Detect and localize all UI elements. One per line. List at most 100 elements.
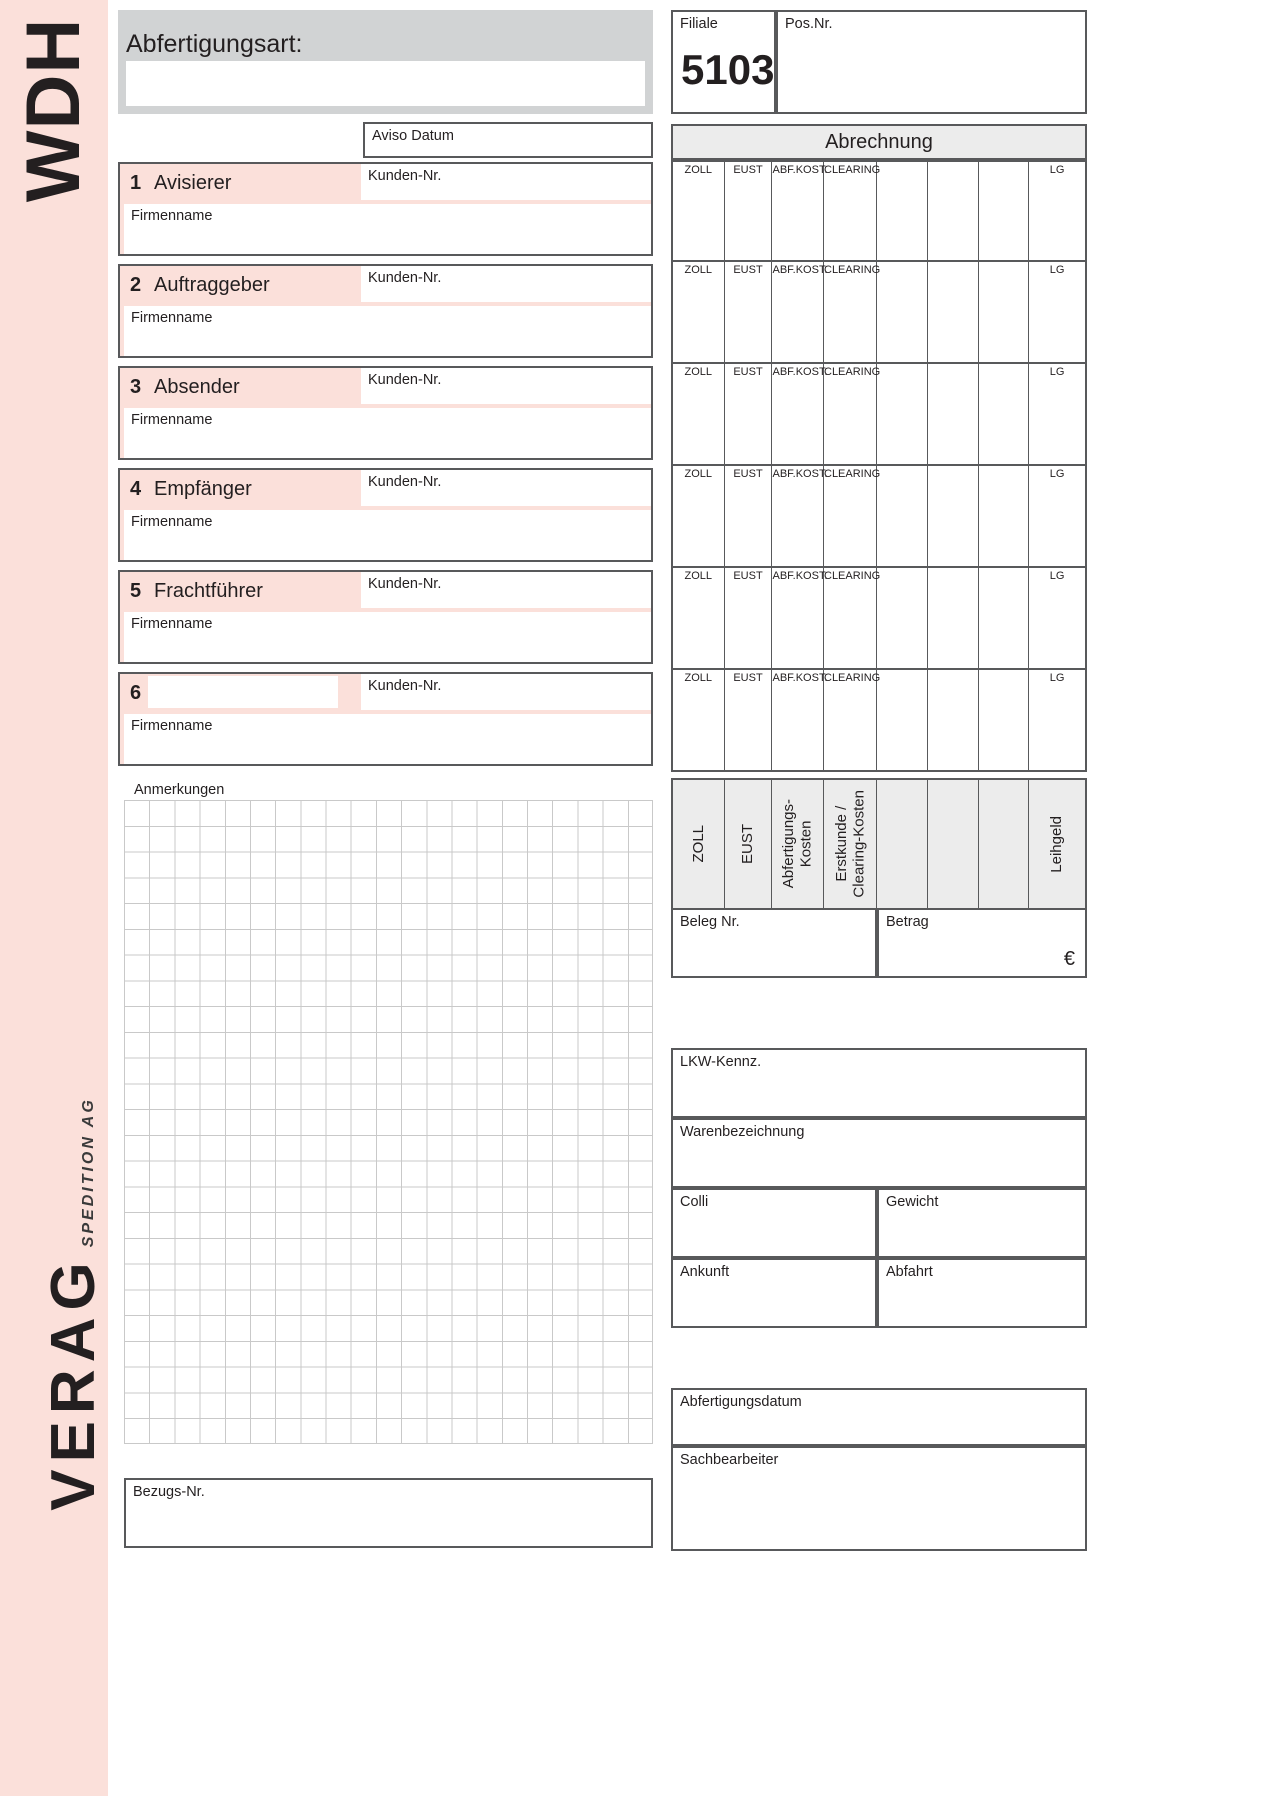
abrechnung-cell-abfkost[interactable]: ABF.KOST. (772, 670, 828, 770)
abrechnung-cell-lg[interactable]: LG (1029, 670, 1085, 770)
abrechnung-cell-empty5[interactable] (928, 466, 979, 566)
kunden-nr-field-5[interactable]: Kunden-Nr. (361, 572, 651, 608)
abrechnung-title: Abrechnung (825, 130, 933, 153)
party-number-2: 2 (130, 274, 142, 296)
abrechnung-cell-abfkost[interactable]: ABF.KOST. (772, 162, 828, 260)
party-number-4: 4 (130, 478, 142, 500)
party-role-3: Absender (154, 376, 240, 398)
abrechnung-cell-empty4[interactable] (877, 568, 928, 668)
abrechnung-cell-empty6[interactable] (979, 364, 1030, 464)
abrechnung-cell-empty4[interactable] (877, 262, 928, 362)
kunden-nr-label-1: Kunden-Nr. (368, 168, 442, 184)
abrechnung-cell-empty5[interactable] (928, 670, 979, 770)
abrechnung-cell-clearing[interactable]: CLEARING (824, 262, 881, 362)
abrechnung-cell-empty4[interactable] (877, 364, 928, 464)
betrag-field[interactable]: Betrag € (877, 908, 1087, 978)
firmenname-field-6[interactable]: Firmenname (124, 714, 651, 764)
abrechnung-header: Abrechnung (671, 124, 1087, 160)
anmerkungen-grid[interactable] (124, 800, 653, 1444)
summary-col-empty5 (928, 780, 979, 908)
abrechnung-cell-clearing[interactable]: CLEARING (824, 162, 880, 260)
party-role-2: Auftraggeber (154, 274, 270, 296)
firmenname-field-4[interactable]: Firmenname (124, 510, 651, 560)
abrechnung-cell-lg[interactable]: LG (1029, 568, 1085, 668)
abrechnung-cell-eust[interactable]: EUST (725, 466, 773, 566)
abrechnung-cell-empty6[interactable] (979, 466, 1030, 566)
abrechnung-col-label: ZOLL (684, 164, 713, 176)
aviso-datum-field[interactable]: Aviso Datum (363, 122, 653, 158)
abrechnung-cell-empty5[interactable] (928, 162, 979, 260)
sachbearbeiter-field[interactable]: Sachbearbeiter (671, 1446, 1087, 1551)
wdh-logo-text: WDH (11, 17, 96, 203)
abrechnung-cell-zoll[interactable]: ZOLL (673, 466, 725, 566)
abrechnung-cell-abfkost[interactable]: ABF.KOST. (772, 262, 828, 362)
abrechnung-cell-empty6[interactable] (979, 670, 1030, 770)
abrechnung-cell-lg[interactable]: LG (1029, 162, 1085, 260)
abrechnung-cell-empty5[interactable] (928, 262, 979, 362)
firmenname-field-1[interactable]: Firmenname (124, 204, 651, 254)
firmenname-field-3[interactable]: Firmenname (124, 408, 651, 458)
abrechnung-cell-empty5[interactable] (928, 364, 979, 464)
colli-label: Colli (680, 1194, 709, 1210)
abrechnung-cell-abfkost[interactable]: ABF.KOST. (772, 364, 828, 464)
abrechnung-cell-empty4[interactable] (877, 162, 928, 260)
kunden-nr-label-2: Kunden-Nr. (368, 270, 442, 286)
abrechnung-cell-abfkost[interactable]: ABF.KOST. (772, 568, 828, 668)
firmenname-label-5: Firmenname (131, 616, 213, 632)
abrechnung-row: ZOLL EUST ABF.KOST. CLEARING LG (671, 466, 1087, 568)
abrechnung-cell-lg[interactable]: LG (1029, 262, 1085, 362)
abrechnung-col-label: ZOLL (684, 570, 713, 582)
abrechnung-cell-empty6[interactable] (979, 568, 1030, 668)
kunden-nr-field-4[interactable]: Kunden-Nr. (361, 470, 651, 506)
abrechnung-row: ZOLL EUST ABF.KOST. CLEARING LG (671, 568, 1087, 670)
beleg-nr-field[interactable]: Beleg Nr. (671, 908, 877, 978)
abfertigungsdatum-field[interactable]: Abfertigungsdatum (671, 1388, 1087, 1446)
warenbezeichnung-field[interactable]: Warenbezeichnung (671, 1118, 1087, 1188)
abrechnung-col-label: EUST (733, 570, 763, 582)
abrechnung-col-label: CLEARING (824, 264, 881, 276)
kunden-nr-field-6[interactable]: Kunden-Nr. (361, 674, 651, 710)
abrechnung-cell-zoll[interactable]: ZOLL (673, 670, 725, 770)
bezugs-nr-field[interactable]: Bezugs-Nr. (124, 1478, 653, 1548)
abrechnung-cell-zoll[interactable]: ZOLL (673, 162, 725, 260)
currency-symbol: € (1063, 948, 1075, 970)
abrechnung-cell-empty6[interactable] (979, 262, 1030, 362)
lkw-kennz-field[interactable]: LKW-Kennz. (671, 1048, 1087, 1118)
abfahrt-field[interactable]: Abfahrt (877, 1258, 1087, 1328)
gewicht-field[interactable]: Gewicht (877, 1188, 1087, 1258)
abrechnung-cell-lg[interactable]: LG (1029, 364, 1085, 464)
kunden-nr-field-2[interactable]: Kunden-Nr. (361, 266, 651, 302)
abrechnung-cell-clearing[interactable]: CLEARING (824, 466, 880, 566)
abfertigungsart-input[interactable] (126, 61, 645, 106)
firmenname-field-2[interactable]: Firmenname (124, 306, 651, 356)
abrechnung-cell-eust[interactable]: EUST (725, 364, 773, 464)
abrechnung-col-label: LG (1049, 570, 1065, 582)
abrechnung-cell-zoll[interactable]: ZOLL (673, 568, 725, 668)
abrechnung-cell-lg[interactable]: LG (1029, 466, 1085, 566)
abrechnung-cell-zoll[interactable]: ZOLL (673, 262, 725, 362)
abrechnung-cell-clearing[interactable]: CLEARING (824, 364, 880, 464)
abrechnung-cell-empty5[interactable] (928, 568, 979, 668)
kunden-nr-field-1[interactable]: Kunden-Nr. (361, 164, 651, 200)
abrechnung-col-label: LG (1049, 164, 1065, 176)
abrechnung-cell-eust[interactable]: EUST (725, 568, 773, 668)
abrechnung-cell-eust[interactable]: EUST (725, 670, 773, 770)
abrechnung-cell-clearing[interactable]: CLEARING (824, 670, 880, 770)
kunden-nr-field-3[interactable]: Kunden-Nr. (361, 368, 651, 404)
party-role-input-6[interactable] (148, 676, 338, 708)
ankunft-field[interactable]: Ankunft (671, 1258, 877, 1328)
abrechnung-cell-abfkost[interactable]: ABF.KOST. (772, 466, 828, 566)
posnr-block[interactable]: Pos.Nr. (776, 10, 1087, 114)
abrechnung-row: ZOLL EUST ABF.KOST. CLEARING LG (671, 262, 1087, 364)
abrechnung-cell-eust[interactable]: EUST (725, 262, 773, 362)
abfertigungsart-block: Abfertigungsart: (118, 10, 653, 114)
abrechnung-cell-zoll[interactable]: ZOLL (673, 364, 725, 464)
abrechnung-cell-empty4[interactable] (877, 466, 928, 566)
abrechnung-cell-empty6[interactable] (979, 162, 1030, 260)
abrechnung-cell-eust[interactable]: EUST (725, 162, 773, 260)
abrechnung-cell-empty4[interactable] (877, 670, 928, 770)
firmenname-field-5[interactable]: Firmenname (124, 612, 651, 662)
party-block-3: 3 Absender Kunden-Nr. Firmenname (118, 366, 653, 460)
abrechnung-cell-clearing[interactable]: CLEARING (824, 568, 880, 668)
colli-field[interactable]: Colli (671, 1188, 877, 1258)
